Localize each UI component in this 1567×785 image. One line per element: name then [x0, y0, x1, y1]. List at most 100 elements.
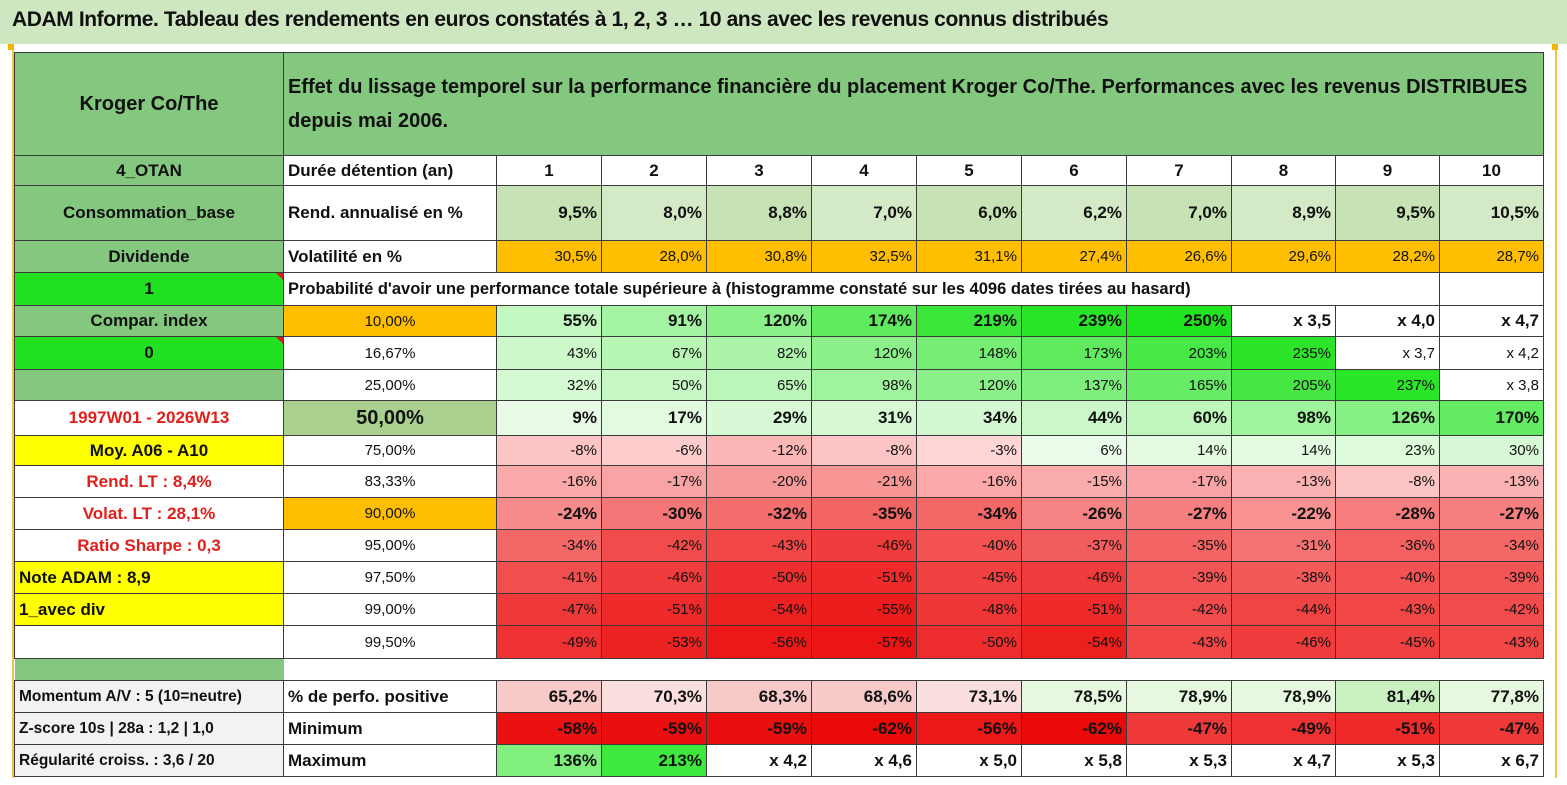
heat-cell: -16% — [496, 465, 602, 498]
stats-cell: 78,5% — [1021, 680, 1127, 713]
heat-cell: -28% — [1335, 497, 1440, 530]
heat-cell: 98% — [811, 369, 917, 401]
heat-cell: -54% — [1021, 625, 1127, 659]
heat-cell: 203% — [1126, 336, 1232, 370]
separator — [14, 658, 284, 681]
heat-cell: -8% — [1335, 465, 1440, 498]
heat-cell: -40% — [1335, 561, 1440, 594]
heat-cell: -44% — [1231, 593, 1336, 626]
heat-cell: 9% — [496, 400, 602, 436]
year-header: 9 — [1335, 155, 1440, 186]
stats-cell: x 5,0 — [916, 744, 1022, 777]
probability-level: 95,00% — [283, 529, 497, 562]
heat-cell: 14% — [1126, 435, 1232, 466]
side-label: 1_avec div — [14, 593, 284, 626]
table-row: Moy. A06 - A10 75,00% -8% -6% -12% -8% -3% 6% 14… — [14, 435, 1544, 466]
year-header: 3 — [706, 155, 812, 186]
stats-cell: 136% — [496, 744, 602, 777]
side-label: Rend. LT : 8,4% — [14, 465, 284, 498]
table-row: Volat. LT : 28,1% 90,00% -24% -30% -32% -35% -… — [14, 497, 1544, 530]
heat-cell: -16% — [916, 465, 1022, 498]
heat-cell: -8% — [496, 435, 602, 466]
volatility-cell: 29,6% — [1231, 240, 1336, 273]
heat-cell: x 3,5 — [1231, 305, 1336, 337]
heat-cell: -35% — [1126, 529, 1232, 562]
heat-cell: -46% — [1231, 625, 1336, 659]
heat-cell: -34% — [916, 497, 1022, 530]
heat-cell: -49% — [496, 625, 602, 659]
heat-cell: -45% — [916, 561, 1022, 594]
heat-cell: -31% — [1231, 529, 1336, 562]
return-cell: 6,0% — [916, 185, 1022, 241]
heat-cell: -37% — [1021, 529, 1127, 562]
heat-cell: -50% — [706, 561, 812, 594]
stats-cell: 213% — [601, 744, 707, 777]
side-label: Consommation_base — [14, 185, 284, 241]
stats-cell: 68,6% — [811, 680, 917, 713]
empty-cell — [1439, 272, 1544, 306]
year-header: 6 — [1021, 155, 1127, 186]
stats-cell: x 4,7 — [1231, 744, 1336, 777]
heat-cell: 237% — [1335, 369, 1440, 401]
heat-cell: 165% — [1126, 369, 1232, 401]
stats-cell: -47% — [1126, 712, 1232, 745]
corner-marker — [8, 44, 14, 50]
return-cell: 8,0% — [601, 185, 707, 241]
heat-cell: -42% — [601, 529, 707, 562]
heat-cell: x 3,8 — [1439, 369, 1544, 401]
heat-cell: 120% — [706, 305, 812, 337]
table-row: 1997W01 - 2026W13 50,00% 9% 17% 29% 31% 34% 44%… — [14, 400, 1544, 436]
return-cell: 7,0% — [1126, 185, 1232, 241]
heat-cell: -20% — [706, 465, 812, 498]
table-row: Note ADAM : 8,9 97,50% -41% -46% -50% -51% -45… — [14, 561, 1544, 594]
volatility-cell: 30,5% — [496, 240, 602, 273]
year-header: 1 — [496, 155, 602, 186]
volatility-cell: 28,2% — [1335, 240, 1440, 273]
heat-cell: -30% — [601, 497, 707, 530]
heat-cell: -6% — [601, 435, 707, 466]
heat-cell: -8% — [811, 435, 917, 466]
heat-cell: -46% — [601, 561, 707, 594]
heat-cell: -51% — [601, 593, 707, 626]
heat-cell: -27% — [1126, 497, 1232, 530]
stats-cell: -62% — [1021, 712, 1127, 745]
heat-cell: x 4,0 — [1335, 305, 1440, 337]
volatility-cell: 26,6% — [1126, 240, 1232, 273]
stats-cell: 65,2% — [496, 680, 602, 713]
probability-level: 10,00% — [283, 305, 497, 337]
side-label: 1997W01 - 2026W13 — [14, 400, 284, 436]
stats-cell: 78,9% — [1231, 680, 1336, 713]
heat-cell: 205% — [1231, 369, 1336, 401]
heat-cell: -54% — [706, 593, 812, 626]
stats-cell: -51% — [1335, 712, 1440, 745]
return-cell: 10,5% — [1439, 185, 1544, 241]
heat-cell: 91% — [601, 305, 707, 337]
stats-cell: x 4,6 — [811, 744, 917, 777]
probability-level: 99,00% — [283, 593, 497, 626]
stats-cell: -62% — [811, 712, 917, 745]
heat-cell: 6% — [1021, 435, 1127, 466]
table-row: 0 16,67% 43% 67% 82% 120% 148% 173% 203% 235% x 3,… — [14, 336, 1544, 370]
stats-cell: 81,4% — [1335, 680, 1440, 713]
table-row: 1_avec div 99,00% -47% -51% -54% -55% -48% -51%… — [14, 593, 1544, 626]
heat-cell: -13% — [1439, 465, 1544, 498]
probability-level: 25,00% — [283, 369, 497, 401]
heat-cell: -46% — [1021, 561, 1127, 594]
heat-cell: -17% — [601, 465, 707, 498]
heat-cell: -24% — [496, 497, 602, 530]
side-label: Note ADAM : 8,9 — [14, 561, 284, 594]
report-title: ADAM Informe. Tableau des rendements en … — [12, 8, 1109, 31]
probability-level: 83,33% — [283, 465, 497, 498]
stats-cell: 70,3% — [601, 680, 707, 713]
heat-cell: -22% — [1231, 497, 1336, 530]
return-cell: 9,5% — [1335, 185, 1440, 241]
volatility-cell: 28,0% — [601, 240, 707, 273]
heat-cell: x 4,2 — [1439, 336, 1544, 370]
heat-cell: 120% — [916, 369, 1022, 401]
heat-cell: -34% — [496, 529, 602, 562]
year-header: 8 — [1231, 155, 1336, 186]
row-label: Volatilité en % — [283, 240, 497, 273]
return-cell: 9,5% — [496, 185, 602, 241]
heat-cell: 50% — [601, 369, 707, 401]
heat-cell: -32% — [706, 497, 812, 530]
